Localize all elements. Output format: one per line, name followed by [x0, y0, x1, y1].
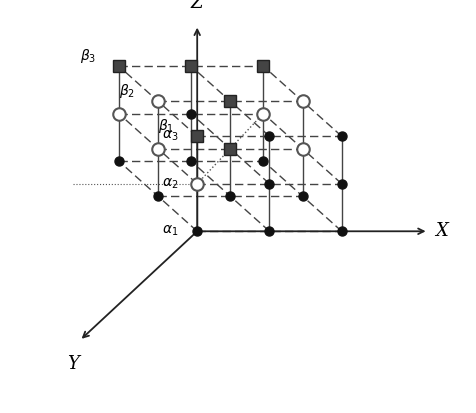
Text: $\beta_1$: $\beta_1$ [158, 117, 174, 135]
Text: Z: Z [190, 0, 203, 12]
Text: $\beta_3$: $\beta_3$ [79, 47, 96, 65]
Text: $\alpha_1$: $\alpha_1$ [162, 224, 178, 238]
Text: $\alpha_2$: $\alpha_2$ [162, 177, 178, 191]
Text: Y: Y [67, 355, 79, 373]
Text: $\beta_2$: $\beta_2$ [119, 82, 135, 100]
Text: X: X [434, 222, 446, 240]
Text: $\alpha_3$: $\alpha_3$ [162, 129, 178, 143]
